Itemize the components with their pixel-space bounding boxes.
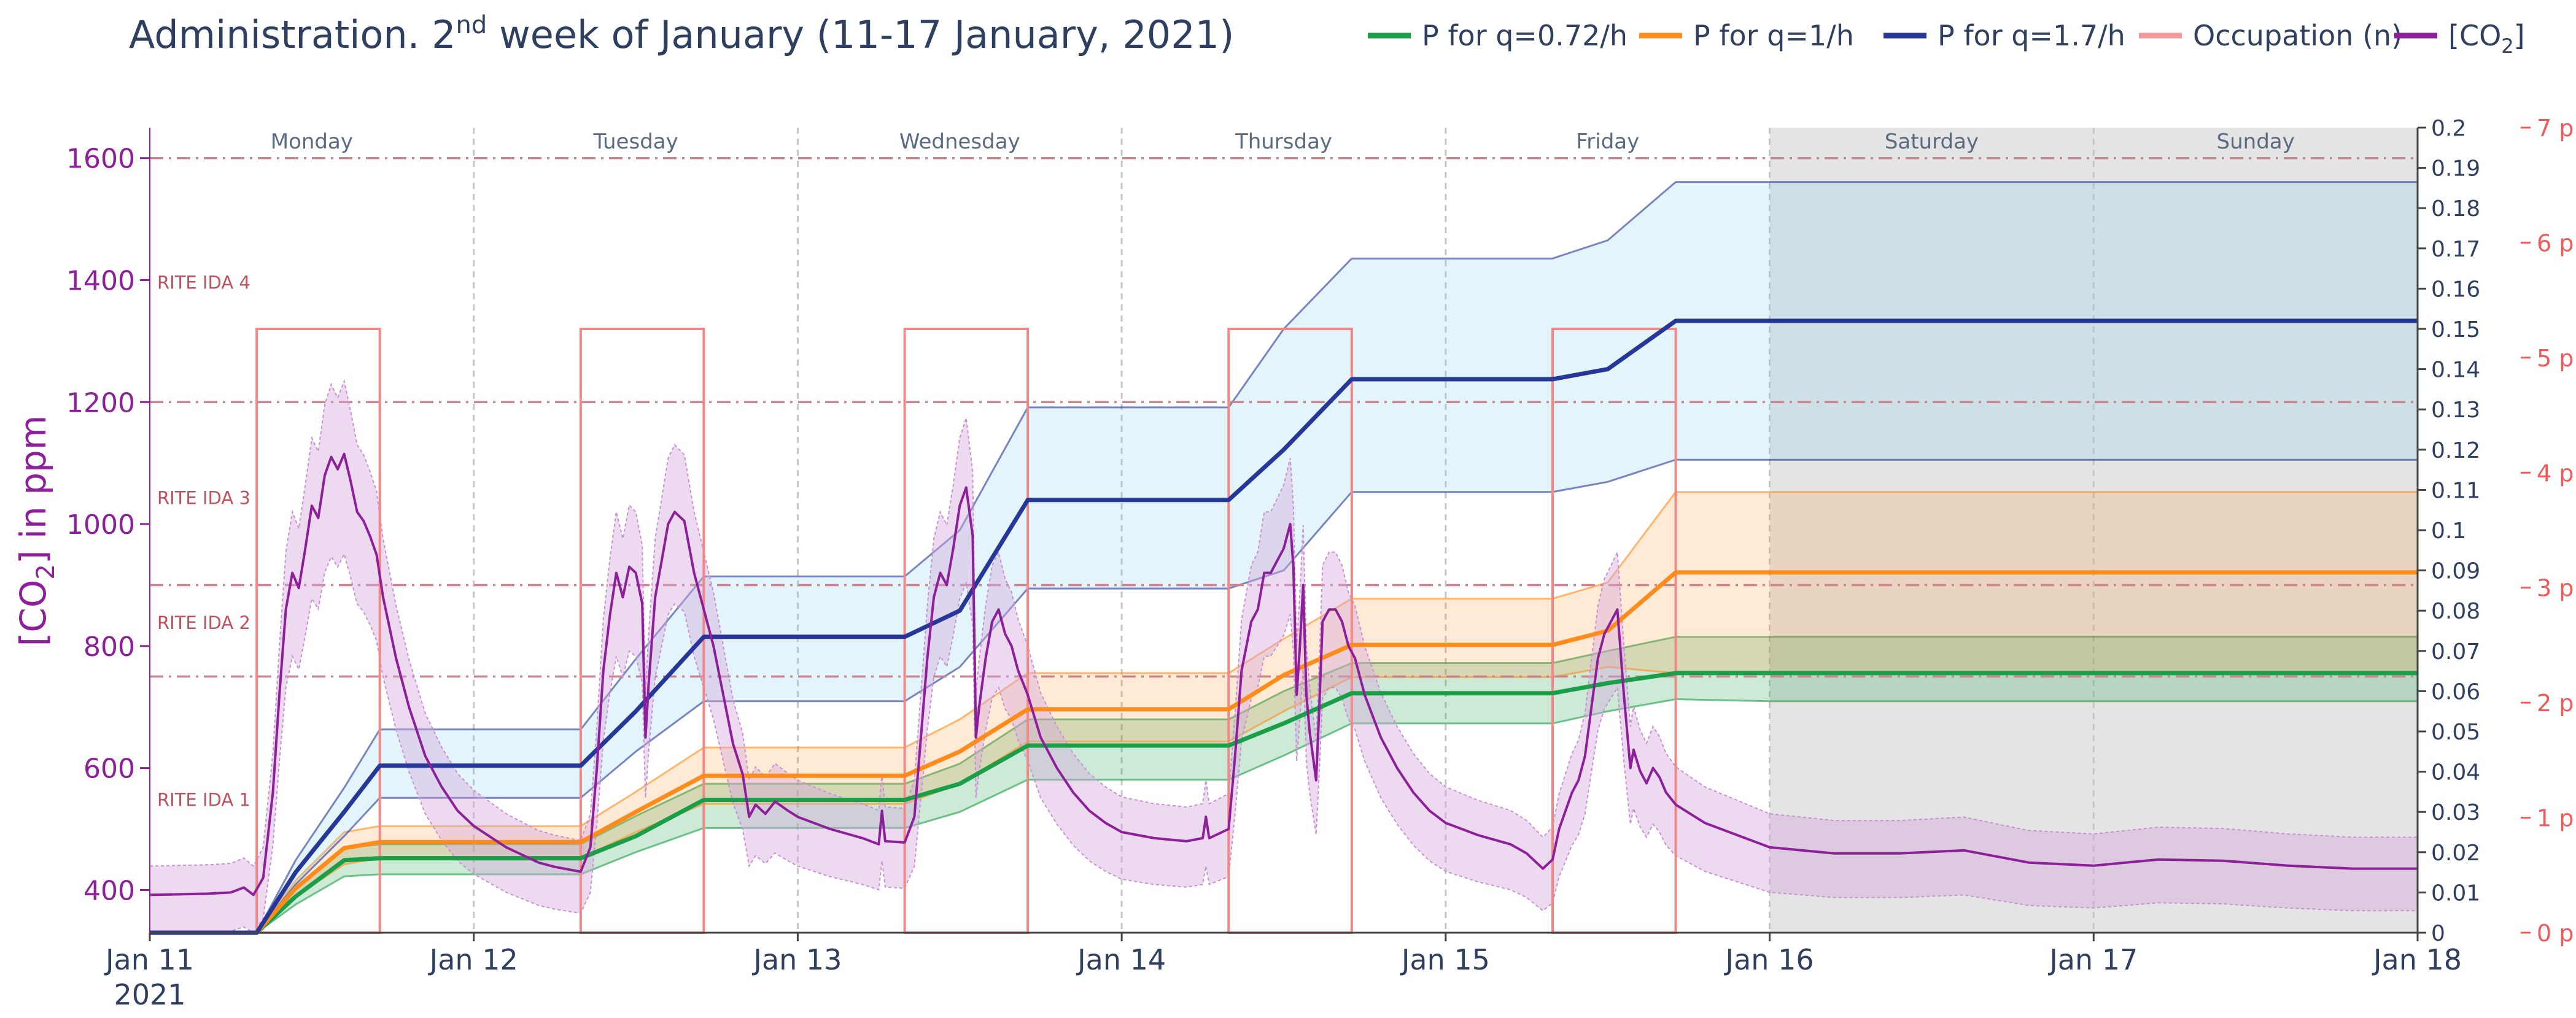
y-left-tick-label: 1400 xyxy=(66,265,135,296)
series-line xyxy=(150,570,2418,935)
y-right-tick-label: 0.12 xyxy=(2431,438,2480,463)
y-axis-title-pre: [CO xyxy=(12,580,54,647)
x-tick-label: Jan 12 xyxy=(428,943,518,976)
day-label: Thursday xyxy=(1235,129,1332,154)
y-occ-tick-label: 1 p. xyxy=(2537,805,2576,832)
y-right-tick-label: 0.15 xyxy=(2431,317,2480,342)
y-occ-tick-label: 0 p. xyxy=(2537,920,2576,947)
band-upper-edge xyxy=(150,181,2418,934)
band-lower-edge xyxy=(150,698,2418,934)
day-label: Tuesday xyxy=(592,129,678,154)
co2-line xyxy=(149,452,2418,897)
y-occ-tick-label: 6 p. xyxy=(2537,229,2576,256)
band-fill xyxy=(150,492,2418,933)
y-axis-title-post: ] in ppm xyxy=(12,415,54,565)
legend-label-occupation: Occupation (n) xyxy=(2193,19,2402,52)
day-label: Sunday xyxy=(2217,129,2295,154)
y-right-tick-label: 0.07 xyxy=(2431,639,2480,665)
band-fill xyxy=(150,182,2418,933)
co2-band-lower xyxy=(149,552,2418,934)
y-right-tick-label: 0.1 xyxy=(2431,519,2466,544)
x-tick-label: Jan 14 xyxy=(1076,943,1166,976)
rite-label: RITE IDA 1 xyxy=(157,789,250,810)
legend-co2-pre: [CO xyxy=(2448,19,2501,52)
day-label: Monday xyxy=(271,129,353,154)
y-right-tick-label: 0.06 xyxy=(2431,679,2480,704)
legend-label-p17: P for q=1.7/h xyxy=(1938,19,2125,52)
legend-co2-sub: 2 xyxy=(2501,34,2513,58)
y-occ-tick-label: 5 p. xyxy=(2537,345,2576,372)
band-lower-edge xyxy=(150,458,2418,934)
chart-title-rest: week of January (11-17 January, 2021) xyxy=(487,12,1234,57)
x-tick-label: Jan 11 xyxy=(104,943,194,976)
legend-label-p1: P for q=1/h xyxy=(1693,19,1854,52)
y-right-tick-label: 0.19 xyxy=(2431,156,2480,182)
chart-title: Administration. 2nd week of January (11-… xyxy=(129,11,1234,57)
legend-co2-post: ] xyxy=(2514,19,2525,52)
plot-area: Monday Tuesday Wednesday Thursday Friday Satu… xyxy=(66,115,2576,976)
y-axis-title-sub: 2 xyxy=(32,564,60,579)
rite-label: RITE IDA 4 xyxy=(157,272,250,293)
y-occ-tick-label: 4 p. xyxy=(2537,460,2576,487)
y-right-tick-label: 0.13 xyxy=(2431,398,2480,423)
y-right-tick-label: 0.04 xyxy=(2431,760,2480,785)
y-left-tick-label: 600 xyxy=(83,754,135,785)
y-right-tick-label: 0.17 xyxy=(2431,237,2480,262)
rite-label: RITE IDA 2 xyxy=(157,612,250,633)
co2-band-upper xyxy=(149,379,2418,868)
rite-label: RITE IDA 3 xyxy=(157,487,250,508)
y-right-tick-label: 0.01 xyxy=(2431,881,2480,906)
y-right-tick-label: 0.18 xyxy=(2431,196,2480,222)
y-left-tick-label: 800 xyxy=(83,631,135,663)
y-right-tick-label: 0.14 xyxy=(2431,358,2480,383)
y-left-tick-label: 1000 xyxy=(66,509,135,541)
y-right-tick-label: 0.09 xyxy=(2431,559,2480,584)
x-tick-label: Jan 16 xyxy=(1724,943,1814,976)
y-left-tick-label: 1600 xyxy=(66,144,135,175)
y-right-tick-label: 0.11 xyxy=(2431,478,2480,503)
y-right-tick-label: 0 xyxy=(2431,921,2445,946)
chart-title-main: Administration. 2 xyxy=(129,12,456,57)
legend: P for q=0.72/h P for q=1/h P for q=1.7/h… xyxy=(1368,19,2525,58)
legend-label-p072: P for q=0.72/h xyxy=(1422,19,1627,52)
y-right-tick-label: 0.16 xyxy=(2431,277,2480,302)
x-tick-label: Jan 13 xyxy=(751,943,842,976)
day-label: Saturday xyxy=(1885,129,1979,154)
y-right-tick-label: 0.02 xyxy=(2431,841,2480,866)
y-left-tick-label: 400 xyxy=(83,875,135,906)
y-right-tick-label: 0.08 xyxy=(2431,599,2480,624)
legend-label-co2: [CO2] xyxy=(2448,19,2525,58)
x-year-label: 2021 xyxy=(114,978,185,1011)
band-upper-edge xyxy=(150,491,2418,934)
y-occ-tick-label: 3 p. xyxy=(2537,575,2576,602)
chart-title-sup: nd xyxy=(456,11,487,39)
series-line xyxy=(150,318,2418,935)
y-axis-title: [CO2] in ppm xyxy=(12,415,60,647)
x-tick-label: Jan 15 xyxy=(1400,943,1490,976)
x-tick-label: Jan 18 xyxy=(2372,943,2462,976)
y-left-tick-label: 1200 xyxy=(66,387,135,418)
x-tick-label: Jan 17 xyxy=(2047,943,2138,976)
y-right-tick-label: 0.05 xyxy=(2431,720,2480,745)
y-right-tick-label: 0.03 xyxy=(2431,800,2480,825)
series-line xyxy=(150,671,2418,935)
day-label: Wednesday xyxy=(899,129,1020,154)
y-occ-tick-label: 7 p. xyxy=(2537,115,2576,142)
band-fill xyxy=(150,636,2418,933)
day-label: Friday xyxy=(1576,129,1639,154)
y-right-tick-label: 0.2 xyxy=(2431,116,2466,141)
co2-band xyxy=(150,381,2418,933)
y-occ-tick-label: 2 p. xyxy=(2537,690,2576,717)
